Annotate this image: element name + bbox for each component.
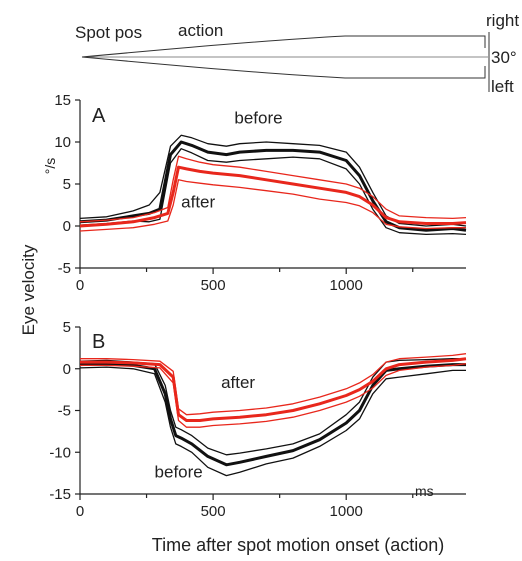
after-band-upper-trace (79, 155, 467, 223)
x-axis-label: Time after spot motion onset (action) (152, 535, 444, 555)
y-tick-label: 10 (54, 134, 71, 151)
x-tick-label: 500 (201, 503, 226, 520)
after-mean-trace (79, 165, 467, 228)
y-tick-label: 15 (54, 92, 71, 109)
y-axis-label: Eye velocity (19, 244, 38, 335)
before-mean-trace (79, 362, 466, 467)
panel-b-label: B (92, 331, 105, 353)
action-label: action (178, 21, 223, 40)
right-label: right (486, 11, 519, 30)
panel-a-tick-labels: -5 0 5 10 15 0 500 1000 (54, 92, 363, 294)
panel-a-after-annotation: after (181, 193, 215, 212)
after-mean-trace (80, 357, 467, 422)
panel-b-before-annotation: before (155, 462, 203, 481)
x-tick-label: 1000 (330, 277, 363, 294)
spot-position-schematic: Spot pos action right 30° left (75, 11, 519, 96)
panel-b-traces (79, 353, 467, 477)
panel-b-axes (75, 326, 466, 500)
spot-pos-label: Spot pos (75, 23, 142, 42)
after-band-upper-trace (80, 353, 467, 416)
y-units-label: °/s (42, 158, 58, 175)
panel-a-label: A (92, 105, 106, 127)
y-tick-label: -5 (58, 403, 71, 420)
y-tick-label: 5 (63, 319, 71, 336)
amplitude-label: 30° (491, 48, 517, 67)
panel-b-chart: -15 -10 -5 0 5 0 500 1000 B after before (49, 319, 467, 520)
y-tick-label: -10 (49, 444, 71, 461)
left-label: left (491, 77, 514, 96)
panel-a-axes (75, 99, 466, 274)
before-mean-trace (79, 140, 467, 232)
after-band-lower-trace (80, 363, 467, 428)
y-tick-label: 5 (63, 176, 71, 193)
panel-b-tick-labels: -15 -10 -5 0 5 0 500 1000 (49, 319, 363, 520)
after-band-lower-trace (79, 179, 466, 232)
y-tick-label: -5 (58, 260, 71, 277)
x-tick-label: 1000 (330, 503, 363, 520)
y-tick-label: 0 (63, 361, 71, 378)
panel-a-traces (79, 134, 467, 236)
schematic-rightward-trace (81, 35, 486, 58)
x-tick-label: 0 (76, 277, 84, 294)
panel-a-before-annotation: before (234, 109, 282, 128)
y-tick-label: 0 (63, 218, 71, 235)
panel-b-after-annotation: after (221, 373, 255, 392)
x-units-label: ms (415, 483, 434, 499)
panel-a-chart: -5 0 5 10 15 0 500 1000 A before after (54, 92, 467, 294)
before-band-lower-trace (79, 366, 466, 477)
y-tick-label: -15 (49, 486, 71, 503)
x-tick-label: 500 (201, 277, 226, 294)
before-band-lower-trace (79, 148, 467, 236)
x-tick-label: 0 (76, 503, 84, 520)
schematic-leftward-trace (81, 56, 486, 79)
